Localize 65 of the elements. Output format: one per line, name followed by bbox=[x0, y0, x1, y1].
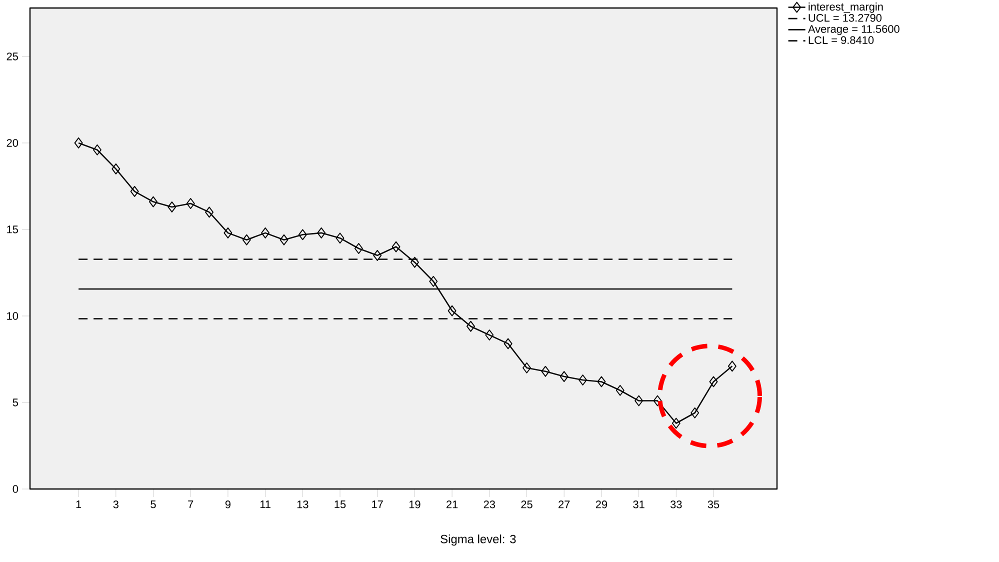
point bbox=[597, 376, 606, 388]
x-tick-label: 23 bbox=[484, 500, 496, 508]
x-tick-label: 31 bbox=[633, 500, 644, 508]
x-tick-label: 9 bbox=[225, 500, 230, 508]
y-tick-label: 0 bbox=[12, 485, 18, 493]
point bbox=[541, 366, 550, 377]
point bbox=[429, 276, 438, 287]
point bbox=[261, 227, 270, 238]
point bbox=[92, 144, 102, 156]
x-tick-label: 13 bbox=[297, 500, 308, 508]
point bbox=[466, 320, 475, 332]
point bbox=[728, 360, 736, 372]
x-tick-label: 15 bbox=[334, 500, 346, 508]
x-tick-label: 1 bbox=[76, 500, 82, 508]
point bbox=[653, 395, 662, 406]
y-tick-label: 10 bbox=[7, 312, 18, 320]
x-tick-label: 11 bbox=[260, 500, 270, 508]
point bbox=[672, 418, 680, 429]
point bbox=[709, 376, 718, 388]
point bbox=[336, 232, 344, 244]
x-tick-label: 33 bbox=[670, 500, 682, 508]
x-tick-label: 35 bbox=[708, 500, 720, 508]
x-tick-label: 21 bbox=[446, 500, 458, 508]
point bbox=[112, 163, 120, 174]
x-tick-label: 25 bbox=[521, 500, 532, 508]
point bbox=[205, 206, 214, 218]
point bbox=[522, 362, 532, 374]
point bbox=[392, 241, 400, 252]
y-tick-label: 25 bbox=[6, 52, 18, 60]
point bbox=[186, 198, 195, 210]
point bbox=[504, 338, 512, 350]
point bbox=[560, 371, 568, 382]
point bbox=[149, 196, 158, 208]
point bbox=[280, 234, 288, 246]
legend-label: Average = 11.5600 bbox=[808, 25, 900, 36]
point bbox=[634, 395, 644, 406]
point bbox=[168, 201, 176, 212]
x-tick-label: 17 bbox=[372, 500, 383, 508]
x-tick-label: 5 bbox=[150, 500, 156, 508]
point bbox=[130, 186, 139, 197]
y-tick-label: 5 bbox=[12, 398, 18, 406]
y-tick-label: 20 bbox=[6, 139, 18, 147]
legend-label: LCL = 9.8410 bbox=[808, 36, 874, 44]
x-tick-label: 27 bbox=[558, 500, 570, 508]
text: Sigma level: 3 bbox=[440, 534, 516, 546]
point bbox=[224, 227, 232, 238]
point bbox=[242, 234, 251, 246]
x-tick-label: 19 bbox=[409, 500, 420, 508]
point bbox=[690, 407, 700, 418]
point bbox=[616, 384, 624, 396]
point bbox=[448, 305, 456, 316]
point bbox=[354, 242, 363, 254]
x-tick-label: 7 bbox=[188, 500, 194, 508]
point bbox=[74, 137, 83, 148]
point bbox=[298, 229, 307, 240]
point bbox=[578, 374, 588, 386]
y-tick-label: 15 bbox=[7, 226, 18, 234]
point bbox=[373, 250, 382, 261]
point bbox=[485, 330, 494, 341]
legend-label: interest_margin bbox=[808, 2, 883, 13]
legend-label: UCL = 13.2790 bbox=[808, 14, 882, 22]
point bbox=[410, 256, 419, 268]
x-tick-label: 3 bbox=[113, 500, 118, 508]
point bbox=[317, 227, 326, 238]
x-tick-label: 29 bbox=[596, 500, 608, 508]
